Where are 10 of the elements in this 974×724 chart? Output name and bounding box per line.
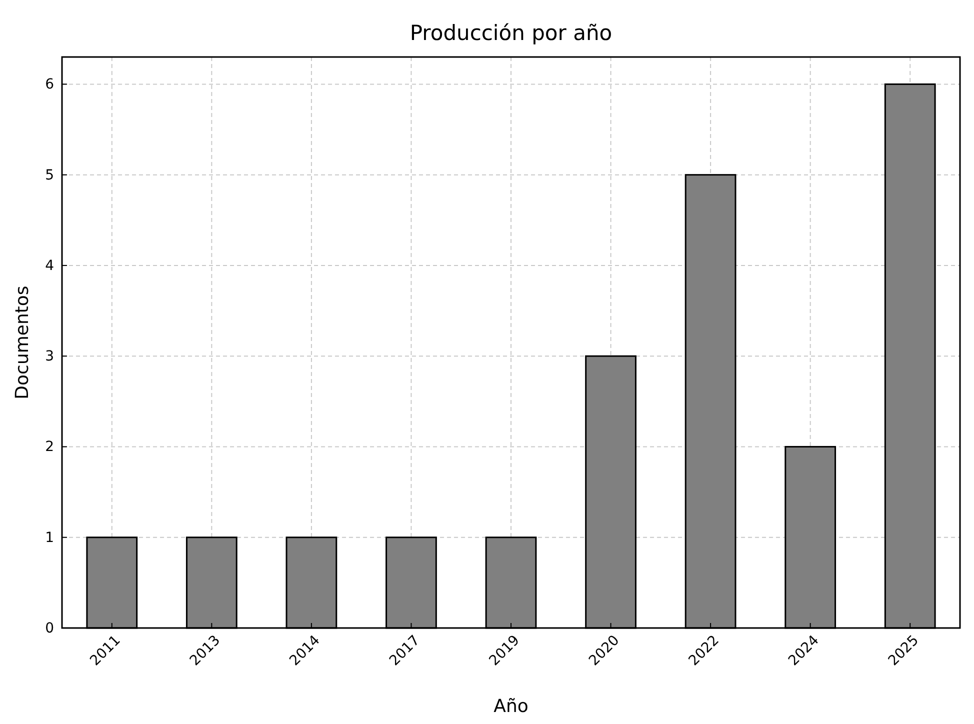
y-tick-label: 1 <box>45 530 54 546</box>
y-tick-label: 6 <box>45 76 54 93</box>
y-tick-label: 4 <box>45 258 54 274</box>
y-axis-title: Documentos <box>12 286 33 400</box>
y-tick-label: 2 <box>45 439 54 456</box>
chart-title: Producción por año <box>410 21 612 45</box>
x-axis-title: Año <box>494 696 528 717</box>
y-tick-label: 3 <box>45 348 54 365</box>
y-tick-label: 0 <box>45 620 54 636</box>
y-tick-label: 5 <box>45 167 54 184</box>
